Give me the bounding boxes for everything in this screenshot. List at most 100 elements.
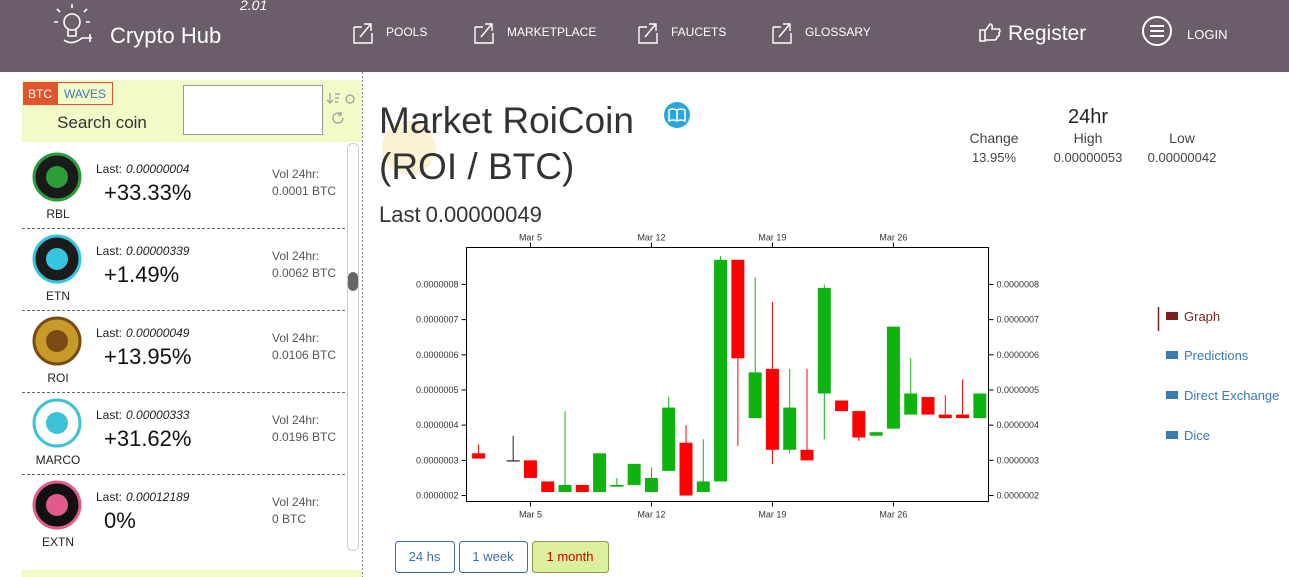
y-tick-label: 0.0000002 — [416, 491, 459, 501]
tab-waves[interactable] — [57, 82, 113, 105]
candle-body — [783, 407, 797, 450]
top-bar — [0, 0, 1289, 72]
last-label: Last: — [96, 244, 122, 258]
coin-icon-inner — [46, 412, 68, 434]
x-top-tick-label: Mar 26 — [879, 233, 907, 243]
logo-text: Crypto Hub — [110, 23, 221, 48]
candle-body — [523, 460, 537, 478]
login-label[interactable]: LOGIN — [1187, 27, 1227, 42]
candle-body — [938, 414, 952, 419]
tab-btc[interactable] — [23, 82, 57, 105]
menu-label[interactable]: Predictions — [1184, 348, 1249, 363]
coin-row[interactable]: MARCO Last: 0.00000333 +31.62% Vol 24hr: 0.01… — [22, 392, 345, 468]
search-input[interactable] — [183, 85, 323, 135]
last-value: 0.00000333 — [126, 408, 190, 422]
vol-value: 0.0196 BTC — [272, 430, 336, 444]
y2-tick-label: 0.0000004 — [997, 420, 1040, 430]
candle-body — [506, 460, 520, 462]
nav-icon — [638, 23, 658, 44]
last-value: 0.00000339 — [126, 244, 190, 258]
scrollbar-thumb[interactable] — [348, 272, 358, 291]
tab-label[interactable]: BTC — [28, 87, 52, 101]
x-tick-label: Mar 19 — [758, 510, 786, 520]
nav-item[interactable]: POOLS — [353, 23, 427, 44]
range-button[interactable]: 1 month — [532, 541, 609, 573]
sidebar-footer — [22, 570, 362, 577]
menu-item[interactable]: Graph — [1157, 307, 1221, 331]
register-label[interactable]: Register — [1008, 22, 1086, 45]
button-label[interactable]: 1 week — [472, 549, 514, 564]
nav-label[interactable]: GLOSSARY — [805, 25, 871, 39]
coin-symbol: ETN — [46, 289, 70, 303]
y2-tick-label: 0.0000007 — [997, 315, 1040, 325]
nav-label[interactable]: FAUCETS — [671, 25, 726, 39]
button-label[interactable]: 1 month — [547, 549, 594, 564]
candle-body — [662, 407, 676, 471]
nav-item[interactable]: GLOSSARY — [772, 23, 871, 44]
coin-row[interactable]: RBL Last: 0.00000004 +33.33% Vol 24hr: 0.0001… — [32, 152, 336, 221]
button-box[interactable] — [395, 541, 455, 573]
y2-tick-label: 0.0000005 — [997, 385, 1040, 395]
last-value: 0.00000049 — [426, 202, 542, 227]
candle-body — [852, 411, 866, 438]
coin-icon-inner — [46, 248, 68, 270]
y-tick-label: 0.0000006 — [416, 350, 459, 360]
range-button[interactable]: 24 hs — [395, 541, 455, 573]
candle-body — [714, 259, 728, 482]
scrollbar-track — [347, 143, 359, 551]
button-label[interactable]: 24 hs — [409, 549, 441, 564]
nav-label[interactable]: POOLS — [386, 25, 427, 39]
register-button[interactable]: Register — [979, 22, 1086, 45]
y-tick-label: 0.0000004 — [416, 420, 459, 430]
nav-label[interactable]: MARKETPLACE — [507, 25, 596, 39]
stat-value: 0.00000053 — [1054, 150, 1123, 165]
coin-change: +13.95% — [104, 344, 191, 369]
vol-label: Vol 24hr: — [272, 413, 319, 427]
candle-body — [904, 393, 918, 415]
menu-item[interactable]: Direct Exchange — [1166, 388, 1279, 403]
menu-label[interactable]: Graph — [1184, 309, 1220, 324]
menu-lines — [1150, 25, 1164, 37]
range-button[interactable]: 1 week — [459, 541, 528, 573]
coin-row[interactable]: EXTN Last: 0.00012189 0% Vol 24hr: 0 BTC — [22, 474, 345, 550]
vol-value: 0.0106 BTC — [272, 348, 336, 362]
menu-label[interactable]: Direct Exchange — [1184, 388, 1279, 403]
x-tick-label: Mar 12 — [637, 510, 665, 520]
nav-item[interactable]: FAUCETS — [638, 23, 726, 44]
button-box[interactable] — [459, 541, 528, 573]
nav-item[interactable]: MARKETPLACE — [474, 23, 596, 44]
period-label: 24hr — [1068, 106, 1108, 128]
tab-label[interactable]: WAVES — [64, 87, 106, 101]
menu-label[interactable]: Dice — [1184, 428, 1210, 443]
menu-item[interactable]: Dice — [1166, 428, 1210, 443]
y-tick-label: 0.0000003 — [416, 455, 459, 465]
coin-row[interactable]: ETN Last: 0.00000339 +1.49% Vol 24hr: 0.0062 … — [22, 228, 345, 304]
x-top-tick-label: Mar 5 — [519, 233, 542, 243]
coin-row[interactable]: ROI Last: 0.00000049 +13.95% Vol 24hr: 0.0106… — [22, 310, 345, 386]
stat-label: Low — [1169, 130, 1196, 146]
last-value: 0.00000049 — [126, 326, 190, 340]
last-label: Last: — [96, 490, 122, 504]
vol-label: Vol 24hr: — [272, 331, 319, 345]
login-button[interactable]: LOGIN — [1142, 16, 1227, 46]
menu-item[interactable]: Predictions — [1166, 348, 1249, 363]
market-last: Last 0.00000049 — [379, 202, 542, 227]
candle-body — [956, 414, 970, 419]
x-top-tick-label: Mar 12 — [637, 233, 665, 243]
coin-change: +33.33% — [104, 180, 191, 205]
vol-label: Vol 24hr: — [272, 249, 319, 263]
stat-value: 0.00000042 — [1148, 150, 1217, 165]
y2-tick-label: 0.0000008 — [997, 279, 1040, 289]
last-label: Last: — [96, 408, 122, 422]
coin-icon-inner — [46, 166, 68, 188]
vol-value: 0.0001 BTC — [272, 184, 336, 198]
book-glyph — [668, 108, 686, 123]
candle-body — [558, 484, 572, 493]
coin-change: +31.62% — [104, 426, 191, 451]
y2-tick-label: 0.0000003 — [997, 455, 1040, 465]
coin-symbol: RBL — [46, 207, 70, 221]
last-value: 0.00012189 — [126, 490, 190, 504]
coin-watermark — [382, 121, 436, 175]
button-box[interactable] — [532, 541, 609, 573]
